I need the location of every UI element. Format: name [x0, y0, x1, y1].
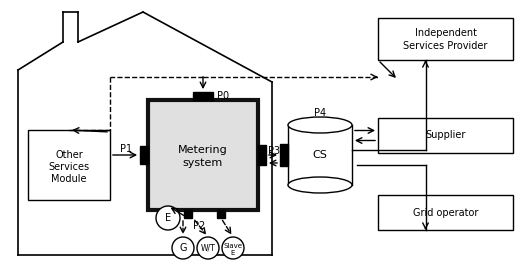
- Text: CS: CS: [313, 150, 327, 160]
- Text: G: G: [179, 243, 187, 253]
- Text: Other: Other: [55, 150, 83, 160]
- Text: E: E: [231, 250, 235, 256]
- Text: P1: P1: [120, 144, 132, 154]
- Text: W/T: W/T: [201, 243, 215, 253]
- Text: P2: P2: [193, 221, 205, 231]
- Text: E: E: [165, 213, 171, 223]
- Text: P0: P0: [217, 91, 229, 101]
- Bar: [193, 92, 213, 100]
- Bar: [280, 144, 288, 166]
- Text: Grid operator: Grid operator: [413, 208, 478, 217]
- Circle shape: [222, 237, 244, 259]
- Circle shape: [156, 206, 180, 230]
- Text: P4: P4: [314, 108, 326, 118]
- Text: Module: Module: [51, 174, 87, 184]
- Circle shape: [197, 237, 219, 259]
- Bar: [378, 18, 513, 60]
- Bar: [28, 130, 110, 200]
- Ellipse shape: [288, 117, 352, 133]
- Bar: [184, 210, 192, 218]
- Text: system: system: [183, 158, 223, 168]
- Ellipse shape: [288, 177, 352, 193]
- Circle shape: [172, 237, 194, 259]
- Text: Slave: Slave: [223, 243, 243, 249]
- Bar: [378, 118, 513, 153]
- Bar: [378, 195, 513, 230]
- Text: P3: P3: [268, 146, 280, 156]
- Bar: [258, 145, 266, 165]
- Text: Metering: Metering: [178, 145, 228, 155]
- Text: Services: Services: [49, 162, 89, 172]
- Text: Independent: Independent: [415, 28, 476, 38]
- Bar: [217, 210, 225, 218]
- Text: Supplier: Supplier: [425, 131, 465, 140]
- Bar: [148, 100, 258, 210]
- Text: Services Provider: Services Provider: [403, 41, 487, 51]
- Bar: [140, 146, 148, 164]
